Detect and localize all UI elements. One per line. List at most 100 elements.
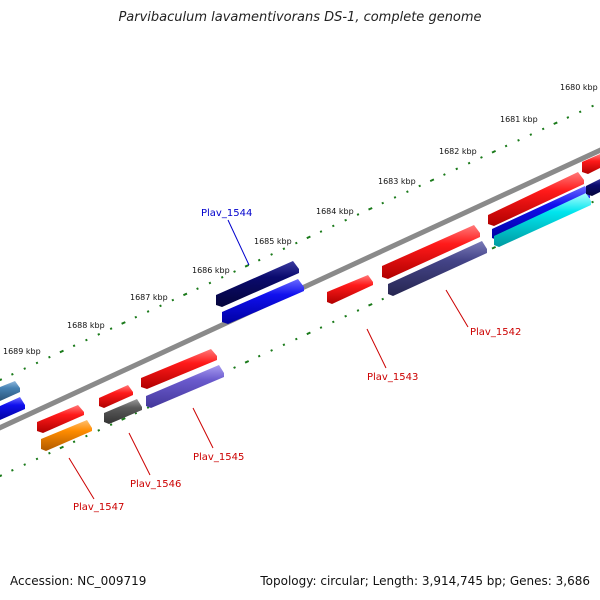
accession-label: Accession: NC_009719 (10, 574, 147, 588)
cog-block-1542[interactable] (388, 241, 487, 296)
ruler-label: 1687 kbp (130, 293, 168, 302)
ruler-tick (97, 428, 101, 432)
ruler-label: 1680 kbp (560, 83, 598, 92)
ruler-tick (121, 417, 126, 421)
ruler-tick (48, 451, 51, 455)
forward-genes (0, 154, 600, 433)
gene-plav-1544[interactable] (216, 261, 299, 307)
gene-forward-1542b[interactable] (382, 225, 480, 279)
ruler-label: 1689 kbp (3, 347, 41, 356)
leader-plav-1544 (227, 219, 250, 266)
ruler-tick (97, 332, 101, 336)
ruler-tick (282, 247, 286, 251)
cog-blocks (0, 179, 600, 451)
ruler-tick (146, 406, 150, 409)
gene-forward-left-edge[interactable] (0, 381, 20, 401)
ruler-tick (171, 298, 175, 302)
ruler-tick (480, 156, 483, 159)
gene-label-plav-1544[interactable]: Plav_1544 (201, 208, 252, 219)
ruler-tick (591, 104, 594, 108)
genome-summary: Topology: circular; Length: 3,914,745 bp… (260, 574, 590, 588)
ruler-label: 1685 kbp (254, 237, 292, 246)
gene-forward-1547[interactable] (37, 405, 84, 433)
ruler-tick (244, 264, 250, 268)
leader-lines (68, 219, 469, 500)
ruler-tick (319, 326, 323, 329)
ruler-tick (591, 200, 594, 204)
outer-ruler (0, 104, 594, 382)
ruler-tick (344, 218, 347, 222)
ruler-tick (35, 361, 39, 365)
ruler-tick (368, 303, 373, 307)
ruler-tick (72, 440, 76, 444)
ruler-tick (109, 423, 113, 426)
ruler-tick (11, 372, 14, 376)
ruler-tick (429, 178, 435, 183)
ruler-tick (11, 468, 14, 472)
gene-label-plav-1542[interactable]: Plav_1542 (470, 327, 521, 338)
ruler-tick (306, 331, 311, 336)
ruler-tick (331, 224, 335, 228)
gene-forward-1545[interactable] (141, 349, 217, 389)
ruler-tick (381, 297, 385, 301)
ruler-tick (109, 327, 113, 330)
cog-block-right-cyan[interactable] (494, 193, 591, 247)
gene-label-plav-1543[interactable]: Plav_1543 (367, 372, 418, 383)
cog-block-1545[interactable] (146, 365, 224, 408)
ruler-labels: 1680 kbp 1681 kbp 1682 kbp 1683 kbp 1684… (3, 83, 598, 356)
ruler-label: 1682 kbp (439, 147, 477, 156)
ruler-tick (356, 309, 360, 312)
ruler-tick (196, 287, 199, 291)
cog-block-left-edge[interactable] (0, 397, 25, 420)
ruler-tick (121, 321, 126, 325)
ruler-tick (0, 474, 3, 478)
ruler-tick (491, 149, 497, 154)
ruler-tick (85, 338, 88, 342)
gene-plav-1544-group (216, 261, 304, 324)
gene-plav-1544-cog[interactable] (222, 279, 304, 324)
ruler-tick (418, 184, 422, 188)
ruler-tick (578, 110, 582, 114)
map-title: Parvibaculum lavamentivorans DS-1, compl… (118, 10, 482, 25)
cog-block-1547[interactable] (41, 420, 92, 451)
ruler-tick (541, 127, 545, 131)
ruler-tick (146, 310, 150, 313)
ruler-label: 1688 kbp (67, 321, 105, 330)
ruler-tick (504, 144, 508, 148)
gene-label-plav-1547[interactable]: Plav_1547 (73, 502, 124, 513)
leader-plav-1543 (366, 328, 387, 369)
ruler-tick (220, 275, 224, 279)
ruler-tick (48, 355, 51, 359)
ruler-tick (257, 258, 261, 262)
ruler-tick (344, 314, 347, 318)
ruler-tick (208, 281, 212, 285)
ruler-tick (294, 241, 298, 245)
ruler-tick (0, 378, 3, 382)
ruler-tick (244, 360, 250, 364)
gene-forward-1546[interactable] (99, 385, 133, 408)
gene-label-plav-1546[interactable]: Plav_1546 (130, 479, 181, 490)
ruler-tick (356, 213, 360, 216)
cog-block-right-edge[interactable] (586, 179, 600, 196)
gene-forward-1542[interactable] (488, 172, 584, 226)
leader-plav-1542 (445, 289, 469, 328)
gene-forward-right-edge[interactable] (582, 154, 600, 174)
ruler-tick (233, 270, 236, 273)
ruler-label: 1681 kbp (500, 115, 538, 124)
ruler-tick (35, 457, 39, 461)
leader-plav-1546 (128, 432, 151, 476)
ruler-tick (159, 304, 162, 308)
gene-label-plav-1545[interactable]: Plav_1545 (193, 452, 244, 463)
ruler-tick (257, 354, 261, 358)
ruler-tick (85, 434, 88, 438)
leader-plav-1545 (192, 407, 214, 449)
ruler-label: 1684 kbp (316, 207, 354, 216)
ruler-tick (406, 190, 409, 194)
ruler-tick (517, 138, 520, 142)
ruler-tick (270, 253, 273, 256)
ruler-tick (270, 349, 273, 352)
cog-block-1546[interactable] (104, 399, 142, 424)
gene-forward-1543[interactable] (327, 275, 373, 304)
